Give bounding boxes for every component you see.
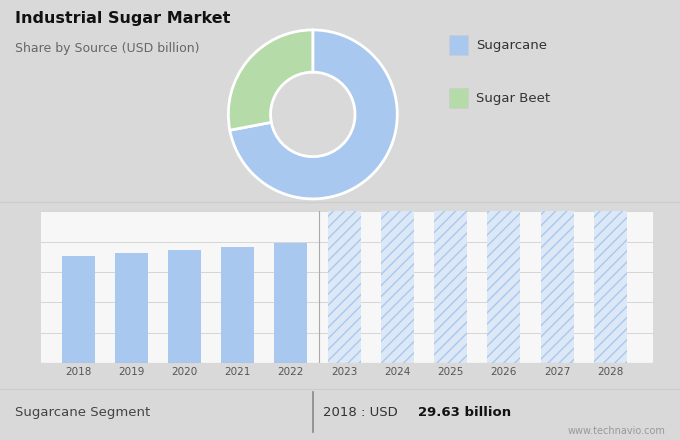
Text: Sugar Beet: Sugar Beet — [476, 92, 550, 105]
Bar — [594, 211, 627, 363]
Text: 2018 : USD: 2018 : USD — [323, 406, 402, 419]
Bar — [115, 253, 148, 363]
Text: Industrial Sugar Market: Industrial Sugar Market — [15, 11, 231, 26]
Bar — [434, 211, 467, 363]
Text: 29.63 billion: 29.63 billion — [418, 406, 511, 419]
Bar — [381, 211, 414, 363]
Bar — [62, 256, 95, 363]
Bar — [275, 243, 307, 363]
Bar — [541, 211, 573, 363]
Bar — [594, 211, 627, 363]
Bar — [168, 250, 201, 363]
Bar — [541, 211, 573, 363]
Bar — [488, 211, 520, 363]
Bar — [221, 247, 254, 363]
Bar — [381, 211, 414, 363]
Bar — [328, 211, 360, 363]
Text: Sugarcane Segment: Sugarcane Segment — [15, 406, 150, 419]
Text: www.technavio.com: www.technavio.com — [567, 426, 665, 436]
Wedge shape — [230, 30, 397, 199]
Bar — [434, 211, 467, 363]
Bar — [328, 211, 360, 363]
Text: Sugarcane: Sugarcane — [476, 39, 547, 52]
Text: Share by Source (USD billion): Share by Source (USD billion) — [15, 42, 199, 55]
Wedge shape — [228, 30, 313, 130]
Bar — [488, 211, 520, 363]
